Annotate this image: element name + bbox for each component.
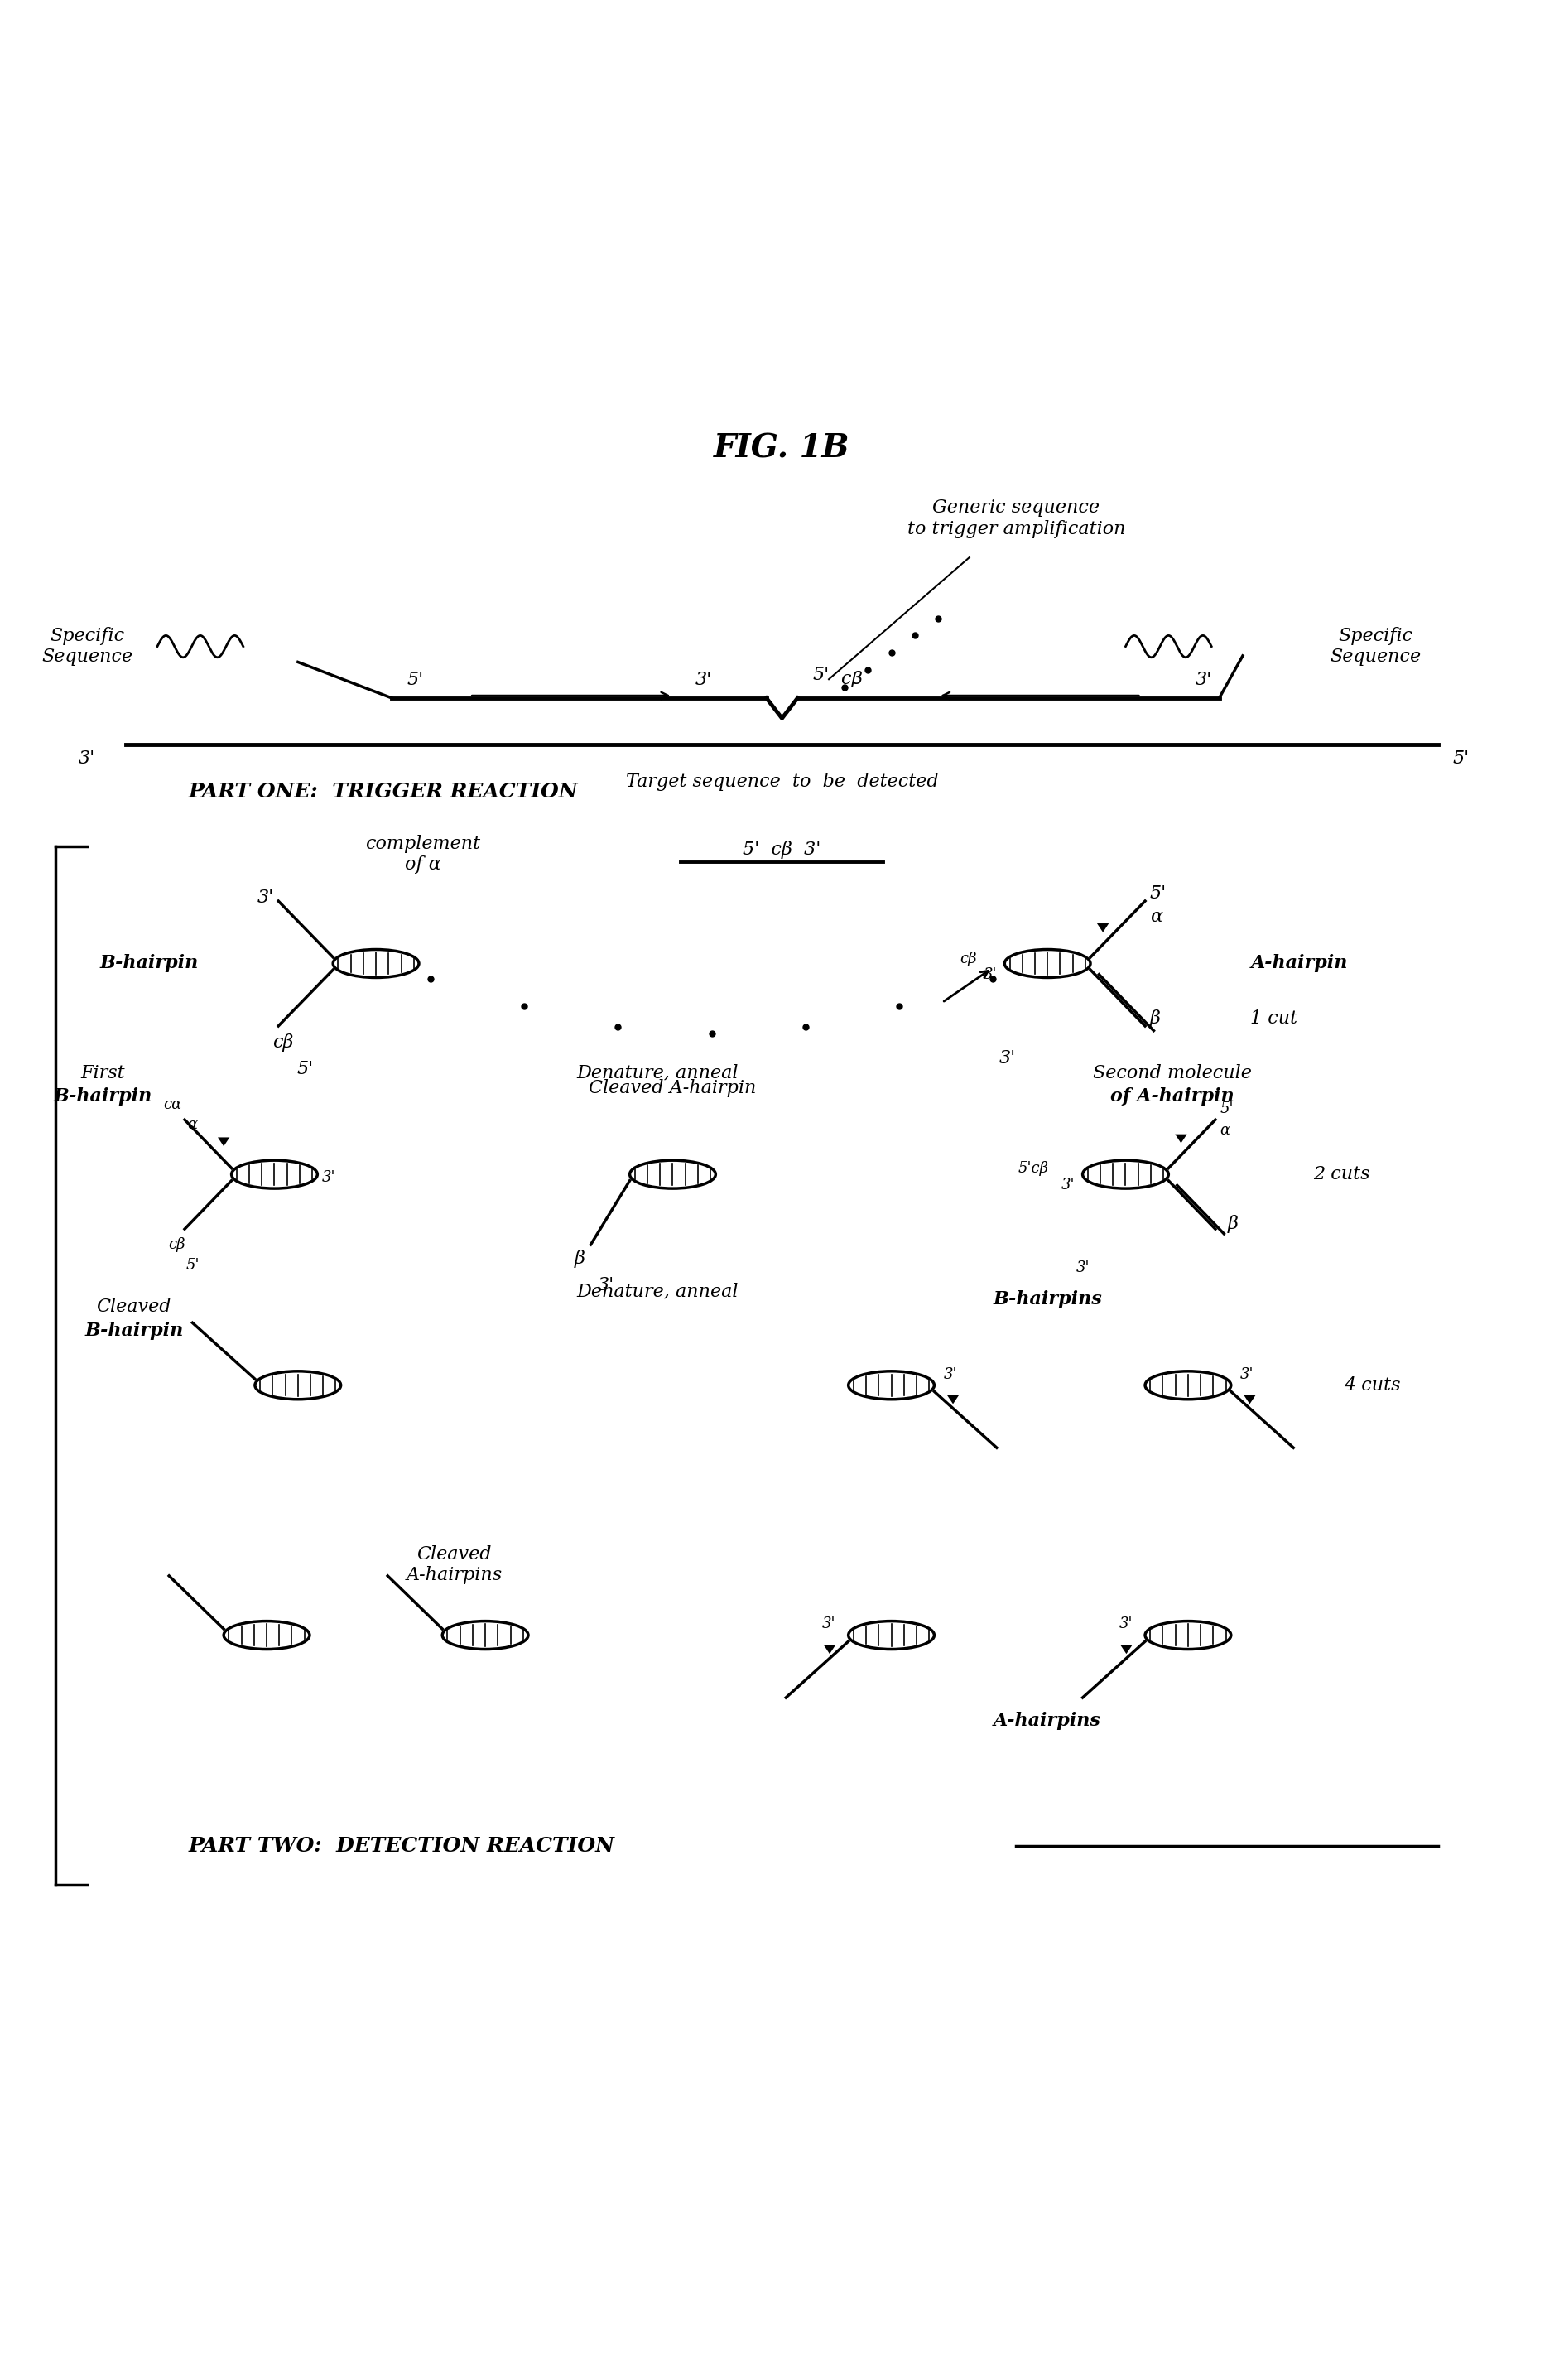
Text: cα: cα	[163, 1097, 181, 1111]
Text: 3': 3'	[1118, 1616, 1132, 1633]
Text: 5'cβ: 5'cβ	[1018, 1161, 1048, 1176]
Text: c$\beta$: c$\beta$	[841, 669, 863, 688]
Ellipse shape	[333, 950, 419, 978]
Ellipse shape	[255, 1371, 341, 1399]
Text: PART ONE:  TRIGGER REACTION: PART ONE: TRIGGER REACTION	[189, 781, 579, 802]
Polygon shape	[824, 1645, 835, 1654]
Text: 3': 3'	[1060, 1178, 1074, 1192]
Polygon shape	[948, 1395, 959, 1404]
Text: 5': 5'	[186, 1257, 199, 1273]
Text: 5'  cβ  3': 5' cβ 3'	[743, 840, 821, 859]
Ellipse shape	[848, 1621, 934, 1649]
Text: 4 cuts: 4 cuts	[1343, 1376, 1401, 1395]
Polygon shape	[217, 1138, 230, 1147]
Text: 3': 3'	[1076, 1261, 1090, 1276]
Polygon shape	[1120, 1645, 1132, 1654]
Text: 3': 3'	[943, 1366, 957, 1383]
Text: cβ: cβ	[272, 1033, 294, 1052]
Text: Denature, anneal: Denature, anneal	[576, 1283, 738, 1299]
Text: Specific
Sequence: Specific Sequence	[42, 626, 133, 666]
Text: complement
of α: complement of α	[366, 835, 480, 873]
Text: Denature, anneal: Denature, anneal	[576, 1064, 738, 1083]
Text: 5': 5'	[813, 666, 829, 683]
Ellipse shape	[231, 1161, 317, 1188]
Text: Generic sequence
to trigger amplification: Generic sequence to trigger amplificatio…	[907, 500, 1126, 538]
Text: B-hairpins: B-hairpins	[993, 1290, 1103, 1309]
Ellipse shape	[443, 1621, 529, 1649]
Text: 3': 3'	[999, 1050, 1017, 1069]
Ellipse shape	[224, 1621, 310, 1649]
Text: FIG. 1B: FIG. 1B	[713, 433, 851, 464]
Text: 5': 5'	[297, 1061, 313, 1078]
Text: First: First	[80, 1064, 125, 1083]
Ellipse shape	[1145, 1371, 1231, 1399]
Text: Specific
Sequence: Specific Sequence	[1329, 626, 1422, 666]
Text: β: β	[1150, 1009, 1160, 1028]
Ellipse shape	[630, 1161, 716, 1188]
Text: 1 cut: 1 cut	[1251, 1009, 1298, 1028]
Text: 5': 5'	[1150, 883, 1167, 902]
Polygon shape	[1175, 1135, 1187, 1142]
Text: cβ: cβ	[959, 952, 976, 966]
Text: Target sequence  to  be  detected: Target sequence to be detected	[626, 774, 938, 790]
Text: 3': 3'	[984, 966, 996, 983]
Polygon shape	[1096, 923, 1109, 933]
Text: 3': 3'	[256, 888, 274, 907]
Text: Cleaved A-hairpin: Cleaved A-hairpin	[590, 1081, 757, 1097]
Text: 3': 3'	[322, 1171, 336, 1185]
Text: PART TWO:  DETECTION REACTION: PART TWO: DETECTION REACTION	[189, 1835, 615, 1856]
Ellipse shape	[1082, 1161, 1168, 1188]
Text: 3': 3'	[597, 1276, 615, 1295]
Text: α: α	[188, 1116, 197, 1133]
Ellipse shape	[1145, 1621, 1231, 1649]
Polygon shape	[1243, 1395, 1256, 1404]
Text: B-hairpin: B-hairpin	[53, 1088, 152, 1104]
Text: of A-hairpin: of A-hairpin	[1110, 1088, 1234, 1104]
Text: B-hairpin: B-hairpin	[84, 1321, 183, 1340]
Ellipse shape	[848, 1371, 934, 1399]
Text: Cleaved
A-hairpins: Cleaved A-hairpins	[407, 1545, 502, 1585]
Text: B-hairpin: B-hairpin	[100, 954, 199, 973]
Text: β: β	[1228, 1216, 1239, 1233]
Text: 5': 5'	[1220, 1102, 1234, 1116]
Text: 3': 3'	[823, 1616, 835, 1633]
Text: Second molecule: Second molecule	[1093, 1064, 1251, 1083]
Text: 3': 3'	[696, 671, 712, 688]
Text: A-hairpins: A-hairpins	[993, 1711, 1101, 1730]
Text: 5': 5'	[407, 671, 424, 688]
Text: α: α	[1220, 1123, 1231, 1138]
Ellipse shape	[1004, 950, 1090, 978]
Text: 5': 5'	[1453, 750, 1470, 769]
Text: β: β	[574, 1250, 585, 1269]
Text: 2 cuts: 2 cuts	[1314, 1166, 1370, 1183]
Text: 3': 3'	[1195, 671, 1212, 688]
Text: Cleaved: Cleaved	[97, 1297, 172, 1316]
Text: 3': 3'	[1240, 1366, 1254, 1383]
Text: cβ: cβ	[169, 1238, 185, 1252]
Text: α: α	[1150, 907, 1162, 926]
Text: A-hairpin: A-hairpin	[1251, 954, 1348, 973]
Text: 3': 3'	[78, 750, 95, 769]
